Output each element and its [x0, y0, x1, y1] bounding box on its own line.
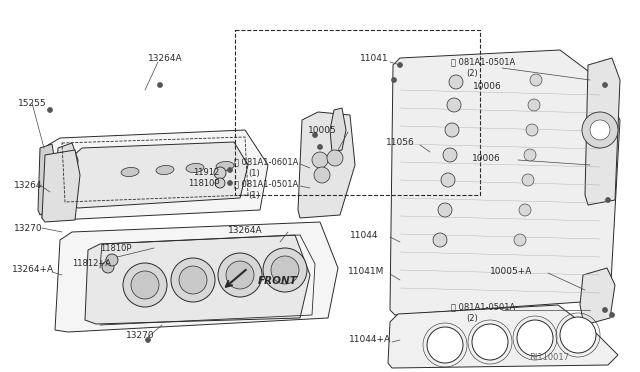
- Text: 11044+A: 11044+A: [349, 336, 391, 344]
- Text: 11044: 11044: [350, 231, 378, 240]
- Polygon shape: [70, 142, 248, 208]
- Circle shape: [445, 123, 459, 137]
- Circle shape: [227, 167, 232, 173]
- Circle shape: [145, 337, 150, 343]
- Circle shape: [123, 263, 167, 307]
- Polygon shape: [390, 50, 620, 315]
- Circle shape: [314, 167, 330, 183]
- Circle shape: [609, 312, 614, 317]
- Text: 13264A: 13264A: [148, 54, 182, 62]
- Text: Ⓑ 081A1-0501A: Ⓑ 081A1-0501A: [451, 58, 515, 67]
- Circle shape: [449, 75, 463, 89]
- Polygon shape: [330, 108, 346, 152]
- Polygon shape: [55, 143, 78, 215]
- Circle shape: [131, 271, 159, 299]
- Circle shape: [590, 120, 610, 140]
- Text: 15255: 15255: [18, 99, 47, 108]
- Text: RI110017: RI110017: [529, 353, 569, 362]
- Circle shape: [179, 266, 207, 294]
- Polygon shape: [580, 268, 615, 325]
- Circle shape: [327, 150, 343, 166]
- Polygon shape: [42, 150, 80, 222]
- Circle shape: [433, 233, 447, 247]
- Text: 10006: 10006: [473, 81, 502, 90]
- Circle shape: [441, 173, 455, 187]
- Ellipse shape: [186, 163, 204, 173]
- Circle shape: [215, 178, 225, 188]
- Circle shape: [524, 149, 536, 161]
- Text: (1): (1): [248, 169, 260, 177]
- Ellipse shape: [156, 166, 174, 174]
- Text: (2): (2): [466, 68, 477, 77]
- Circle shape: [519, 204, 531, 216]
- Text: 13264: 13264: [14, 180, 42, 189]
- Circle shape: [602, 308, 607, 312]
- Circle shape: [602, 83, 607, 87]
- Polygon shape: [38, 144, 55, 215]
- Circle shape: [438, 203, 452, 217]
- Text: 11056: 11056: [386, 138, 415, 147]
- Circle shape: [312, 152, 328, 168]
- Circle shape: [397, 62, 403, 67]
- Text: 11912: 11912: [193, 167, 220, 176]
- Ellipse shape: [216, 161, 234, 170]
- Text: Ⓑ 081A1-0501A: Ⓑ 081A1-0501A: [234, 180, 298, 189]
- Circle shape: [102, 261, 114, 273]
- Circle shape: [317, 144, 323, 150]
- Text: 11812+A: 11812+A: [72, 260, 111, 269]
- Text: 10006: 10006: [472, 154, 500, 163]
- Circle shape: [447, 98, 461, 112]
- Text: (1): (1): [248, 190, 260, 199]
- Circle shape: [605, 198, 611, 202]
- Text: 11810P: 11810P: [188, 179, 220, 187]
- Text: Ⓑ 081A1-0601A: Ⓑ 081A1-0601A: [234, 157, 298, 167]
- Circle shape: [157, 83, 163, 87]
- Polygon shape: [85, 235, 310, 324]
- Circle shape: [218, 253, 262, 297]
- Circle shape: [560, 317, 596, 353]
- Circle shape: [528, 99, 540, 111]
- Text: Ⓑ 081A1-0501A: Ⓑ 081A1-0501A: [451, 302, 515, 311]
- Circle shape: [522, 174, 534, 186]
- Circle shape: [312, 132, 317, 138]
- Circle shape: [171, 258, 215, 302]
- Circle shape: [443, 148, 457, 162]
- Text: 11041: 11041: [360, 54, 388, 62]
- Text: (2): (2): [466, 314, 477, 323]
- Text: 11041M: 11041M: [348, 267, 385, 276]
- Ellipse shape: [121, 167, 139, 177]
- Circle shape: [472, 324, 508, 360]
- Circle shape: [530, 74, 542, 86]
- Text: 13270: 13270: [14, 224, 43, 232]
- Circle shape: [214, 167, 226, 179]
- Circle shape: [526, 124, 538, 136]
- Circle shape: [106, 254, 118, 266]
- Circle shape: [427, 327, 463, 363]
- Text: 11810P: 11810P: [100, 244, 131, 253]
- Text: 13270: 13270: [126, 330, 155, 340]
- Text: FRONT: FRONT: [258, 276, 298, 286]
- Polygon shape: [298, 112, 355, 218]
- Text: 10005+A: 10005+A: [490, 266, 532, 276]
- Circle shape: [514, 234, 526, 246]
- Polygon shape: [585, 58, 620, 205]
- Text: 13264+A: 13264+A: [12, 266, 54, 275]
- Polygon shape: [388, 305, 618, 368]
- Text: 13264A: 13264A: [228, 225, 262, 234]
- Polygon shape: [55, 222, 338, 332]
- Circle shape: [582, 112, 618, 148]
- Circle shape: [263, 248, 307, 292]
- Circle shape: [271, 256, 299, 284]
- Circle shape: [227, 180, 232, 186]
- Circle shape: [226, 261, 254, 289]
- Polygon shape: [42, 130, 268, 220]
- Text: 10005: 10005: [308, 125, 337, 135]
- Circle shape: [47, 108, 52, 112]
- Circle shape: [392, 77, 397, 83]
- Circle shape: [517, 320, 553, 356]
